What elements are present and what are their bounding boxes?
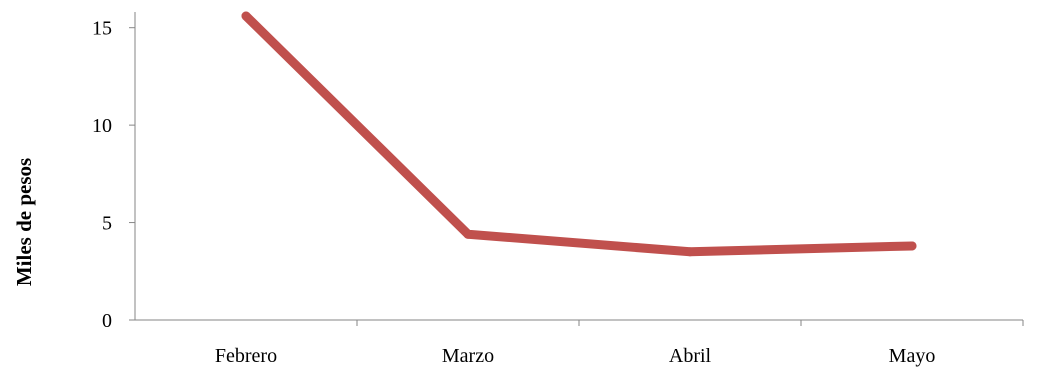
y-tick-label: 0 (102, 310, 112, 332)
data-point (241, 11, 251, 21)
y-axis-title: Miles de pesos (12, 158, 36, 286)
data-point (685, 247, 695, 257)
data-point (907, 241, 917, 251)
x-tick-label: Febrero (215, 345, 277, 367)
data-point (463, 229, 473, 239)
x-axis-labels: Febrero Marzo Abril Mayo (215, 345, 935, 367)
x-tick-label: Abril (669, 345, 712, 367)
series-line (241, 11, 917, 257)
x-tick-label: Mayo (889, 345, 936, 367)
y-axis-ticks (129, 27, 135, 321)
y-tick-label: 15 (92, 18, 112, 40)
x-tick-label: Marzo (442, 345, 494, 367)
y-tick-label: 10 (92, 115, 112, 137)
series-layer (241, 11, 917, 257)
y-tick-label: 5 (102, 213, 112, 235)
y-axis-labels: 0 5 10 15 (92, 18, 112, 332)
x-axis-ticks (356, 320, 1024, 326)
